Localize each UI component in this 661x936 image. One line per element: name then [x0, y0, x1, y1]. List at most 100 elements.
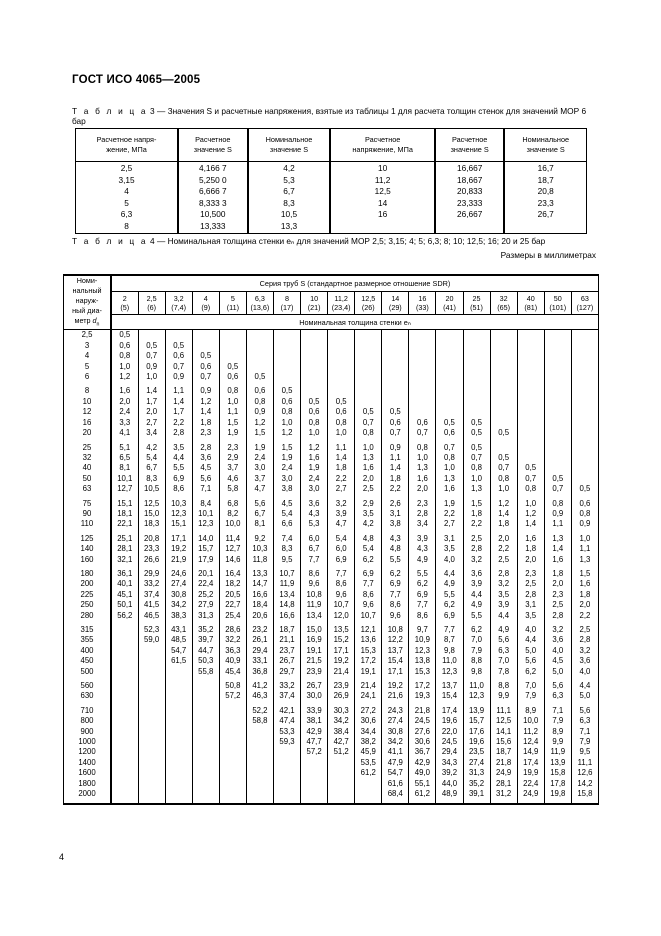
wall-thickness-cell: 24,1 [354, 691, 383, 702]
wall-thickness-cell: 45,4 [218, 666, 247, 678]
table3-cell [503, 220, 588, 234]
nominal-diameter-cell: 4 [63, 351, 112, 362]
wall-thickness-cell [300, 340, 329, 352]
wall-thickness-cell: 3,6 [191, 452, 220, 464]
wall-thickness-cell: 31,3 [462, 768, 491, 779]
wall-thickness-cell: 17,6 [462, 726, 491, 738]
wall-thickness-cell: 57,2 [218, 691, 247, 702]
wall-thickness-cell: 39,2 [435, 768, 464, 779]
wall-thickness-cell [516, 382, 545, 397]
wall-thickness-cell [489, 396, 518, 408]
table-row: 90 18,1 15,0 12,3 10,1 8,2 6,7 5,4 4,3 3,9 3,5 3,1 2… [63, 508, 600, 520]
wall-thickness-cell [137, 666, 166, 678]
wall-thickness-cell: 5,0 [516, 645, 545, 657]
wall-thickness-cell: 7,8 [489, 666, 518, 678]
table-row: 20 4,1 3,4 2,8 2,3 1,9 1,5 1,2 1,0 1,0 0,8 0,7 0,7 0,… [63, 428, 600, 439]
wall-thickness-cell: 1,1 [570, 544, 600, 555]
wall-thickness-cell: 17,8 [543, 778, 572, 790]
wall-thickness-cell: 4,0 [435, 554, 464, 565]
series-sdr-value: (11) [226, 303, 239, 313]
wall-thickness-cell: 5,0 [570, 691, 600, 702]
series-s-value: 11,2 [334, 293, 348, 303]
wall-thickness-cell [218, 329, 247, 341]
wall-thickness-cell [300, 757, 329, 769]
wall-thickness-cell: 8,2 [218, 508, 247, 520]
wall-thickness-cell: 24,5 [435, 737, 464, 748]
wall-thickness-cell [489, 407, 518, 418]
wall-thickness-cell: 2,5 [516, 579, 545, 590]
series-sdr-value: (23,4) [331, 303, 351, 313]
wall-thickness-cell [408, 407, 437, 418]
wall-thickness-cell: 4,0 [516, 621, 545, 636]
wall-thickness-cell [516, 452, 545, 464]
wall-thickness-cell: 11,9 [272, 579, 302, 590]
wall-thickness-cell: 41,5 [137, 600, 166, 611]
table4-dn-header: Номи- нальный наруж- ный диа- метр dn [63, 274, 112, 331]
series-s-value: 25 [472, 293, 481, 303]
wall-thickness-cell: 23,7 [272, 645, 302, 657]
wall-thickness-cell: 0,6 [110, 340, 139, 352]
wall-thickness-cell [218, 778, 247, 790]
wall-thickness-cell: 59,0 [137, 635, 166, 646]
wall-thickness-cell [462, 329, 491, 341]
series-s-value: 63 [580, 293, 589, 303]
wall-thickness-cell: 10,1 [110, 473, 139, 485]
wall-thickness-cell: 1,0 [516, 494, 545, 509]
wall-thickness-cell: 0,5 [327, 396, 356, 408]
wall-thickness-cell: 4,4 [164, 452, 193, 464]
wall-thickness-cell: 20,5 [218, 589, 247, 601]
wall-thickness-cell: 18,7 [489, 747, 518, 758]
wall-thickness-cell: 11,0 [462, 677, 491, 692]
nominal-diameter-cell: 8 [63, 382, 112, 397]
wall-thickness-cell: 2,4 [245, 452, 274, 464]
wall-thickness-cell: 14,6 [218, 554, 247, 565]
table4-col-header-50: 50 (101) [543, 291, 572, 316]
wall-thickness-cell: 3,9 [489, 600, 518, 611]
table-row: 1000 59,3 47,7 42,7 38,2 34,2 30,6 24,5 19,6 15,6… [63, 737, 600, 748]
nominal-diameter-cell: 560 [63, 677, 112, 692]
wall-thickness-cell: 29,4 [245, 645, 274, 657]
series-s-value: 4 [203, 293, 208, 303]
table4-col-header-2,5: 2,5 (6) [137, 291, 166, 316]
table-row: 180 36,1 29,9 24,6 20,1 16,4 13,3 10,7 8,6 7,7 6,9… [63, 564, 600, 580]
wall-thickness-cell: 1,0 [435, 463, 464, 474]
wall-thickness-cell: 6,6 [272, 519, 302, 530]
series-s-value: 40 [526, 293, 535, 303]
nominal-diameter-cell: 225 [63, 589, 112, 601]
wall-thickness-cell: 8,6 [300, 564, 329, 580]
table4-col-header-10: 10 (21) [300, 291, 329, 316]
wall-thickness-cell: 0,6 [272, 396, 302, 408]
wall-thickness-cell: 10,7 [272, 564, 302, 580]
series-s-value: 12,5 [361, 293, 376, 303]
wall-thickness-cell: 12,3 [408, 645, 437, 657]
wall-thickness-cell: 1,3 [543, 529, 572, 545]
wall-thickness-cell: 30,8 [381, 726, 410, 738]
wall-thickness-cell: 6,2 [408, 579, 437, 590]
wall-thickness-cell [300, 361, 329, 373]
wall-thickness-cell [110, 621, 139, 636]
wall-thickness-cell: 25,4 [218, 610, 247, 621]
series-s-value: 6,3 [254, 293, 265, 303]
wall-thickness-cell: 1,8 [570, 589, 600, 601]
table3-cell: 4,166 7 [177, 161, 249, 175]
wall-thickness-cell [354, 329, 383, 341]
wall-thickness-cell: 13,5 [327, 621, 356, 636]
wall-thickness-cell [570, 351, 600, 362]
wall-thickness-cell: 0,5 [516, 463, 545, 474]
wall-thickness-cell [462, 372, 491, 383]
wall-thickness-cell [164, 701, 193, 717]
wall-thickness-cell: 7,0 [462, 635, 491, 646]
table3-caption-prefix: Т а б л и ц а [72, 106, 148, 116]
wall-thickness-cell: 0,8 [543, 494, 572, 509]
wall-thickness-cell: 3,7 [245, 473, 274, 485]
wall-thickness-cell: 6,9 [381, 579, 410, 590]
wall-thickness-cell [516, 329, 545, 341]
wall-thickness-cell: 7,0 [489, 656, 518, 667]
table4-header-row-series: Номи- нальный наруж- ный диа- метр dn Се… [63, 274, 599, 331]
nominal-diameter-cell: 75 [63, 494, 112, 509]
wall-thickness-cell: 57,2 [300, 747, 329, 758]
wall-thickness-cell: 6,7 [300, 544, 329, 555]
wall-thickness-cell [245, 329, 274, 341]
wall-thickness-cell [110, 768, 139, 779]
wall-thickness-cell: 7,7 [381, 589, 410, 601]
